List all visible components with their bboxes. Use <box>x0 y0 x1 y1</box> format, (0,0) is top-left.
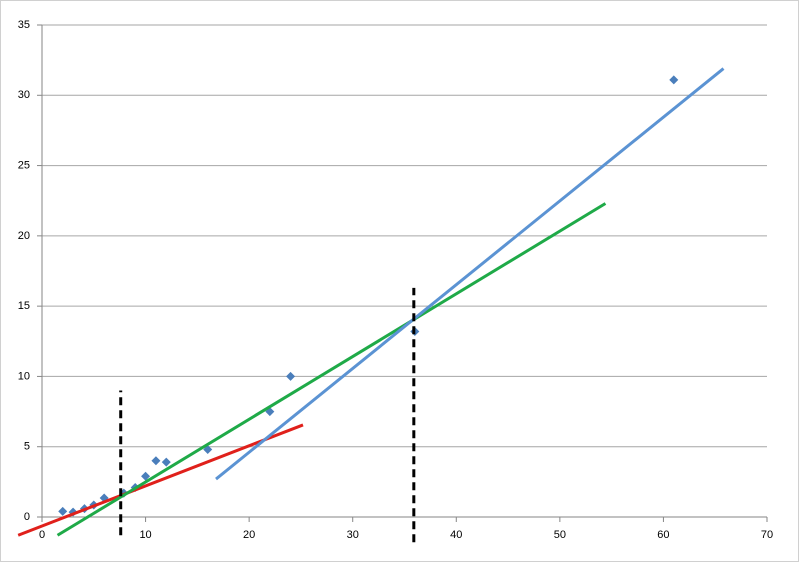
y-tick-label: 5 <box>24 441 30 453</box>
x-tick-label: 50 <box>554 529 566 541</box>
data-point <box>286 371 296 381</box>
data-point <box>669 75 679 85</box>
trend-line <box>215 67 725 481</box>
data-point <box>141 471 151 481</box>
x-tick-label: 60 <box>657 529 669 541</box>
y-tick-label: 10 <box>18 370 30 382</box>
y-tick-label: 30 <box>18 89 30 101</box>
data-point <box>151 456 161 466</box>
data-point <box>161 457 171 467</box>
y-tick-label: 25 <box>18 159 30 171</box>
x-tick-label: 10 <box>139 529 151 541</box>
x-tick-label: 30 <box>347 529 359 541</box>
y-tick-label: 0 <box>24 511 30 523</box>
x-tick-label: 20 <box>243 529 255 541</box>
y-tick-label: 35 <box>18 19 30 31</box>
x-tick-label: 70 <box>761 529 773 541</box>
trend-line <box>56 202 607 537</box>
data-point <box>58 506 68 516</box>
y-tick-label: 15 <box>18 300 30 312</box>
y-tick-label: 20 <box>18 230 30 242</box>
x-tick-label: 0 <box>39 529 45 541</box>
x-tick-label: 40 <box>450 529 462 541</box>
trend-line <box>17 423 304 537</box>
